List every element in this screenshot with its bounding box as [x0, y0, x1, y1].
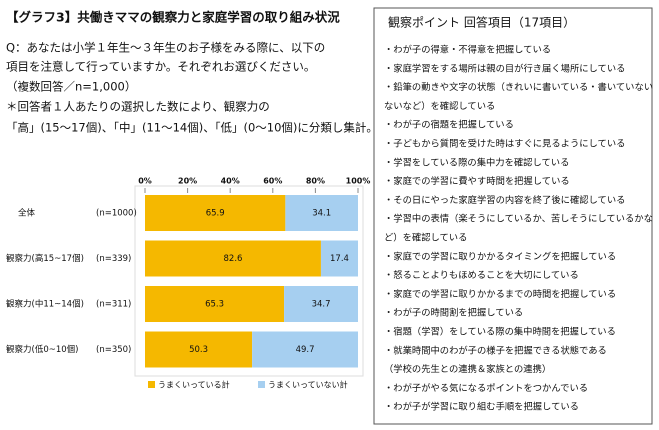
x-tick-label: 60% [263, 177, 282, 186]
data-label: 65.9 [206, 209, 225, 219]
panel-item: ・家庭での学習に費やす時間を把握している [384, 175, 570, 187]
panel-item: ・宿題（学習）をしている際の集中時間を把握している [384, 326, 616, 338]
x-tick-label: 20% [178, 177, 197, 186]
data-label: 17.4 [330, 254, 349, 264]
bar-segment [145, 331, 253, 368]
category-label: 観察力(低0~10個) [6, 344, 78, 355]
panel-box [373, 7, 653, 425]
panel-item: ・子どもから質問を受けた時はすぐに見るようにしている [384, 138, 625, 150]
data-label: 34.7 [312, 300, 331, 310]
category-label: 観察力(高15~17個) [6, 253, 84, 264]
category-label: 全体 [18, 208, 36, 219]
panel-item: ・学習中の表情（楽そうにしているか、苦しそうにしているかな [384, 213, 653, 225]
panel-item: ・家庭での学習に取りかかるまでの時間を把握している [384, 288, 616, 300]
data-label: 34.1 [312, 209, 331, 219]
panel-item: ・就業時間中のわが子の様子を把握できる状態である [384, 344, 607, 356]
question-line: ＊回答者１人あたりの選択した数により、観察力の [6, 100, 270, 114]
panel-item: ・わが子の得意・不得意を把握している [384, 44, 551, 56]
panel-item: ど）を確認している [384, 232, 467, 244]
data-label: 82.6 [224, 254, 243, 264]
data-label: 65.3 [205, 300, 224, 310]
panel-item: ・鉛筆の動きや文字の状態（きれいに書いている・書いていない [384, 81, 653, 93]
question-line: 「高」(15～17個)、「中」(11～14個)、「低」(0～10個)に分類し集計… [6, 121, 378, 135]
bar-segment [252, 331, 358, 368]
legend-label: うまくいっていない計 [268, 380, 348, 390]
question-line: （複数回答／n=1,000） [6, 80, 136, 94]
panel-item: ・わが子の宿題を把握している [384, 119, 514, 131]
x-tick-label: 100% [346, 177, 371, 186]
bar-segment [285, 195, 358, 231]
panel-item: ・わが子がやる気になるポイントをつかんでいる [384, 382, 588, 394]
legend-label: うまくいっている計 [158, 380, 230, 390]
panel-item: ・家庭学習をする場所は親の目が行き届く場所にしている [384, 62, 625, 74]
panel-item: （学校の先生との連携＆家族との連携） [384, 363, 551, 375]
panel-item: ないなど）を確認している [384, 100, 495, 112]
bar-segment [145, 195, 286, 231]
title: 【グラフ3】共働きママの観察力と家庭学習の取り組み状況 [6, 10, 340, 25]
panel-item: ・その日にやった家庭学習の内容を終了後に確認している [384, 194, 625, 206]
chart-frame [134, 185, 364, 377]
panel-item: ・怒ることよりもほめることを大切にしている [384, 269, 579, 281]
panel-item: ・学習をしている際の集中力を確認している [384, 156, 569, 168]
legend-swatch [258, 381, 265, 388]
x-tick-label: 80% [306, 177, 325, 186]
panel-title: 観察ポイント 回答項目（17項目） [388, 15, 575, 30]
bar-segment [320, 240, 358, 277]
n-label: (n=350) [96, 345, 131, 355]
bar-segment [145, 286, 285, 322]
data-label: 49.7 [296, 345, 315, 355]
question-line: 項目を注意して行っていますか。それぞれお選びください。 [6, 60, 315, 74]
question-line: Q：あなたは小学１年生～３年生のお子様をみる際に、以下の [6, 41, 325, 55]
panel-item: ・家庭での学習に取りかかるタイミングを把握している [384, 250, 616, 262]
bar-segment [284, 286, 358, 322]
n-label: (n=1000) [96, 209, 137, 219]
n-label: (n=339) [96, 254, 131, 264]
panel-item: ・わが子の時間割を把握している [384, 307, 523, 319]
x-tick-label: 0% [138, 177, 152, 186]
data-label: 50.3 [189, 345, 208, 355]
n-label: (n=311) [96, 300, 131, 310]
x-tick-label: 40% [221, 177, 240, 186]
bar-segment [145, 240, 321, 277]
legend-swatch [148, 381, 155, 388]
category-label: 観察力(中11~14個) [6, 299, 84, 310]
panel-item: ・わが子が学習に取り組む手順を把握している [384, 401, 579, 413]
